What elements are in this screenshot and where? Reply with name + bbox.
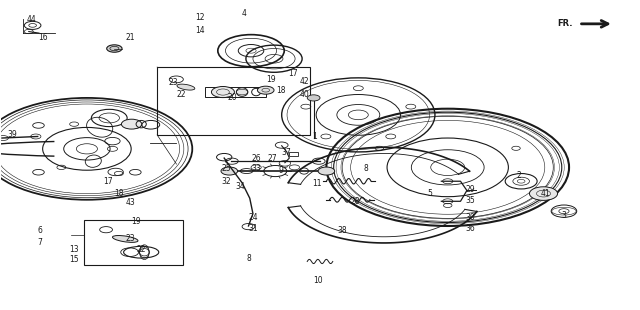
Text: 19: 19 (132, 217, 141, 226)
Circle shape (129, 123, 141, 128)
Circle shape (107, 45, 122, 52)
Text: 33: 33 (251, 164, 260, 173)
Text: 16: 16 (38, 33, 47, 42)
Text: 17: 17 (103, 177, 113, 186)
Text: 6: 6 (38, 226, 43, 235)
Text: 1: 1 (312, 132, 317, 141)
Text: 34: 34 (236, 182, 246, 191)
Text: 26: 26 (251, 153, 260, 162)
Text: 22: 22 (136, 245, 145, 254)
Text: 3: 3 (561, 211, 566, 220)
Text: 32: 32 (221, 177, 230, 186)
Circle shape (122, 119, 142, 129)
Text: 15: 15 (70, 255, 79, 264)
Bar (205, 87, 266, 97)
Text: 37: 37 (282, 148, 291, 157)
Text: 10: 10 (314, 277, 323, 286)
Circle shape (33, 123, 44, 128)
Text: 30: 30 (466, 213, 476, 222)
Text: 18: 18 (115, 189, 124, 198)
Bar (289, 152, 298, 156)
Circle shape (529, 187, 557, 200)
Text: 7: 7 (38, 238, 43, 247)
Circle shape (307, 95, 320, 101)
Text: 8: 8 (364, 164, 368, 173)
Text: 24: 24 (248, 213, 258, 222)
Text: 31: 31 (248, 224, 258, 233)
Ellipse shape (236, 88, 248, 96)
Text: 23: 23 (125, 234, 135, 243)
Text: FR.: FR. (557, 19, 573, 28)
Text: 23: 23 (168, 78, 178, 87)
Text: 4: 4 (242, 9, 247, 18)
Text: 39: 39 (7, 131, 17, 140)
Text: 41: 41 (540, 189, 550, 198)
Text: 2: 2 (516, 170, 522, 179)
Ellipse shape (113, 236, 138, 242)
Text: 21: 21 (125, 33, 135, 42)
Ellipse shape (124, 246, 159, 258)
Text: 42: 42 (300, 77, 309, 86)
Text: 36: 36 (466, 224, 476, 233)
Text: 9: 9 (278, 166, 284, 175)
Text: 20: 20 (227, 93, 237, 102)
Text: 38: 38 (338, 226, 348, 235)
Text: 28: 28 (351, 197, 360, 206)
Circle shape (211, 86, 234, 98)
Bar (84, 220, 182, 264)
Text: 29: 29 (466, 185, 476, 194)
Text: 12: 12 (195, 13, 205, 22)
Text: 18: 18 (276, 86, 286, 95)
Text: 44: 44 (26, 15, 36, 24)
Text: 14: 14 (195, 25, 205, 34)
Circle shape (33, 170, 44, 175)
Text: 13: 13 (70, 245, 79, 254)
Ellipse shape (177, 84, 195, 90)
Text: 27: 27 (268, 153, 277, 162)
Circle shape (257, 86, 274, 94)
Text: 25: 25 (221, 164, 230, 173)
Text: 19: 19 (266, 75, 275, 84)
Text: 40: 40 (300, 90, 309, 99)
Text: 5: 5 (428, 189, 432, 198)
Text: 11: 11 (312, 179, 322, 188)
Text: 22: 22 (176, 90, 186, 99)
Text: 8: 8 (246, 254, 252, 263)
Text: 43: 43 (125, 198, 135, 207)
Circle shape (318, 167, 335, 175)
Bar (157, 67, 310, 135)
Text: 17: 17 (288, 69, 298, 78)
Text: 35: 35 (466, 196, 476, 205)
Circle shape (129, 170, 141, 175)
Circle shape (221, 167, 237, 175)
